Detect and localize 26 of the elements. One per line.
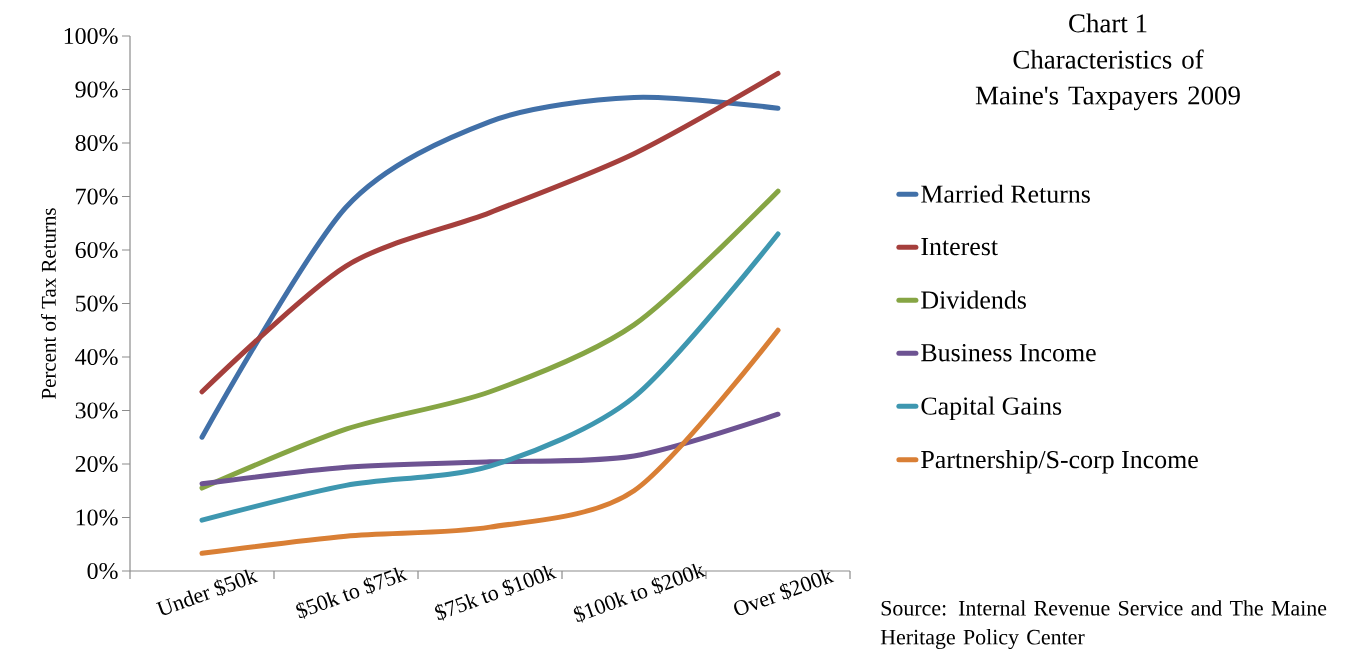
legend-label: Married Returns xyxy=(921,184,1090,203)
y-tick-label: 40% xyxy=(75,348,118,366)
text: Characteristics of Maine's Taxpayers 2009 xyxy=(975,49,1240,111)
y-tick-label: 100% xyxy=(64,27,118,45)
text: Chart 1 xyxy=(1069,13,1147,33)
y-axis-title: Percent of Tax Returns xyxy=(40,208,56,399)
x-tick-label: $50k to $75k xyxy=(296,567,408,619)
y-tick-label: 0% xyxy=(87,562,118,580)
legend-label: Business Income xyxy=(921,343,1096,362)
y-tick-label: 30% xyxy=(75,402,118,419)
y-tick-label: 90% xyxy=(75,81,118,98)
legend-label: Capital Gains xyxy=(921,396,1062,421)
x-tick-label: $100k to $200k xyxy=(573,563,706,623)
legend-label: Interest xyxy=(921,238,998,256)
x-tick-label: Over $200k xyxy=(734,569,835,615)
x-tick-label: $75k to $100k xyxy=(434,565,557,621)
source-note: Source: Internal Revenue Service and The Maine Heritage Policy Center xyxy=(880,600,1327,650)
y-tick-label: 60% xyxy=(75,241,118,259)
y-tick-label: 20% xyxy=(75,455,118,473)
legend-label: Partnership/S-corp Income xyxy=(921,450,1198,474)
y-tick-label: 80% xyxy=(75,134,118,152)
legend-label: Dividends xyxy=(921,290,1026,309)
x-tick-label: Under $50k xyxy=(155,569,259,615)
y-tick-label: 70% xyxy=(76,188,118,205)
y-tick-label: 50% xyxy=(76,295,118,312)
y-tick-label: 10% xyxy=(76,509,118,526)
